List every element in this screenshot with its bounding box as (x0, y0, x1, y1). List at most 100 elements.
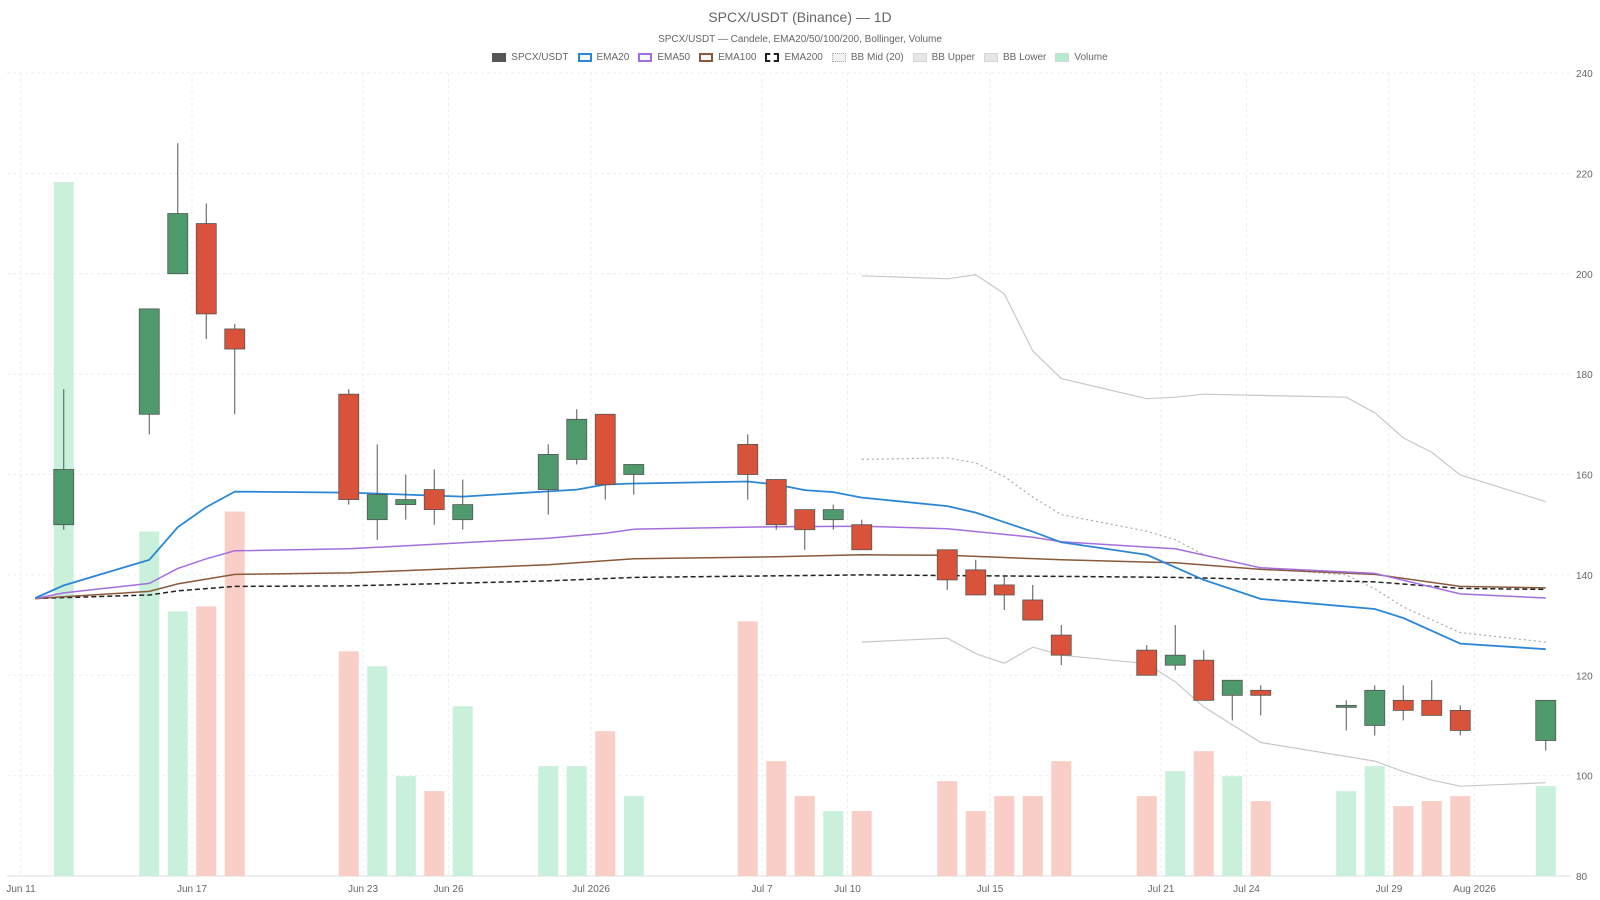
volume-bar (737, 621, 758, 876)
y-tick-label: 140 (1576, 571, 1593, 582)
candle-body (1050, 634, 1072, 656)
legend-item[interactable]: EMA200 (765, 52, 823, 63)
candle-body (366, 494, 388, 521)
x-tick-label: Jun 17 (177, 884, 207, 895)
volume-bar (1450, 796, 1471, 876)
chart-legend: SPCX/USDT EMA20 EMA50 EMA100 EMA200 BB Mid (2… (0, 52, 1600, 63)
legend-swatch (699, 53, 714, 62)
candle (1136, 645, 1158, 676)
candle-body (1421, 699, 1443, 716)
x-tick-label: Jul 10 (834, 884, 861, 895)
candle (1421, 680, 1443, 716)
legend-item[interactable]: Volume (1055, 52, 1108, 63)
legend-swatch (983, 53, 998, 62)
legend-item[interactable]: EMA20 (577, 52, 630, 63)
volume-bar (766, 761, 787, 876)
legend-item[interactable]: BB Mid (20) (831, 52, 904, 63)
candle-body (993, 584, 1015, 596)
legend-label: SPCX/USDT (511, 52, 569, 63)
volume-bar (1022, 796, 1043, 876)
y-tick-label: 240 (1576, 69, 1593, 80)
candle (851, 519, 873, 551)
candle-body (537, 454, 559, 490)
candle-body (794, 509, 816, 531)
candle-body (395, 499, 417, 506)
volume-bar (595, 731, 616, 876)
legend-item[interactable]: SPCX/USDT (492, 52, 569, 63)
x-tick-label: Aug 2026 (1453, 884, 1496, 895)
candle-body (167, 213, 189, 275)
candle (794, 509, 816, 550)
candle (965, 559, 987, 596)
ema100-line (35, 554, 1546, 600)
bb-lower-line (861, 637, 1546, 787)
candle-body (1364, 689, 1386, 726)
candle (366, 444, 388, 540)
candle (1535, 699, 1557, 751)
candle (936, 549, 958, 590)
candles (53, 143, 1557, 751)
volume-bar (566, 766, 587, 876)
candle (1022, 584, 1044, 621)
candle-body (1392, 699, 1414, 711)
volume-bar (1165, 771, 1186, 876)
candle-body (138, 308, 160, 415)
x-tick-label: Jul 21 (1148, 884, 1175, 895)
legend-label: EMA200 (784, 52, 823, 63)
volume-bar (452, 706, 473, 876)
volume-bar (1250, 801, 1271, 876)
bb-upper-line (861, 274, 1546, 503)
candle (566, 409, 588, 465)
candle-body (1250, 689, 1272, 696)
candle (1449, 705, 1471, 736)
volume-bar (1535, 786, 1556, 876)
legend-label: EMA100 (718, 52, 757, 63)
y-tick-label: 160 (1576, 471, 1593, 482)
candle-body (338, 393, 360, 500)
y-tick-label: 120 (1576, 671, 1593, 682)
legend-item[interactable]: EMA50 (638, 52, 690, 63)
candle (1164, 625, 1186, 671)
candle-body (1164, 654, 1186, 666)
candle (737, 434, 759, 500)
x-tick-label: Jul 29 (1376, 884, 1403, 895)
candle-body (1535, 699, 1557, 741)
volume-bar (823, 811, 844, 876)
y-tick-label: 220 (1576, 169, 1593, 180)
volume-bar (538, 766, 559, 876)
legend-swatch (765, 53, 780, 62)
x-tick-label: Jun 26 (433, 884, 463, 895)
legend-label: EMA20 (596, 52, 630, 63)
y-tick-label: 180 (1576, 370, 1593, 381)
legend-label: BB Mid (20) (850, 52, 904, 63)
candle (1364, 685, 1386, 736)
volume-bar (937, 781, 958, 876)
legend-label: BB Upper (931, 52, 975, 63)
volume-bar (395, 776, 416, 876)
volume-bar (1136, 796, 1157, 876)
ema20-line (34, 480, 1546, 651)
volume-bar (1051, 761, 1072, 876)
candle-body (1335, 704, 1357, 708)
bb-mid-line (861, 457, 1546, 643)
volume-bar (224, 511, 245, 876)
legend-swatch (577, 53, 592, 62)
legend-item[interactable]: EMA100 (699, 52, 756, 63)
candle-body (594, 413, 616, 485)
volume-bar (1364, 766, 1385, 876)
legend-item[interactable]: BB Lower (983, 52, 1046, 63)
x-tick-label: Jul 15 (977, 884, 1004, 895)
volume-bar (338, 651, 359, 876)
candle-body (765, 479, 787, 526)
candle (167, 143, 189, 275)
y-tick-label: 200 (1576, 270, 1593, 281)
legend-item[interactable]: BB Upper (912, 52, 975, 63)
candle (623, 464, 645, 495)
candle (452, 479, 474, 530)
volume-bar (1421, 801, 1442, 876)
candle (1221, 679, 1243, 721)
chart-title: SPCX/USDT (Binance) — 1D (708, 9, 892, 25)
volume-bar (851, 811, 872, 876)
volume-bar (623, 796, 644, 876)
